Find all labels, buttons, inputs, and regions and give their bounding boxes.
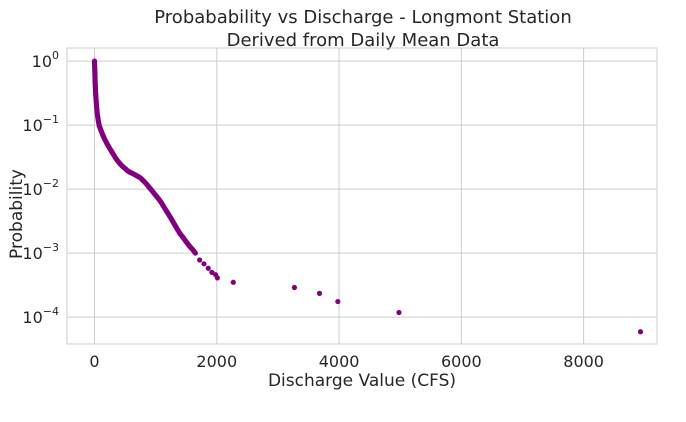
x-tick-label: 4000 — [319, 352, 360, 371]
data-point — [230, 279, 236, 285]
data-point — [192, 250, 198, 256]
data-point — [214, 275, 221, 281]
x-tick-label: 2000 — [196, 352, 237, 371]
x-tick-label: 0 — [89, 352, 99, 371]
data-point — [316, 290, 323, 296]
plot-frame — [66, 47, 658, 345]
data-point — [197, 257, 203, 263]
y-tick-label: 100 — [32, 49, 59, 71]
data-point — [396, 309, 402, 316]
data-point — [205, 265, 211, 271]
x-tick-labels: 0 2000 4000 6000 8000 — [89, 352, 604, 371]
data-point — [201, 261, 207, 267]
y-tick-label: 10−4 — [22, 305, 59, 327]
y-tick-labels: 100 10−1 10−2 10−3 10−4 — [22, 49, 59, 327]
chart-subtitle: Derived from Daily Mean Data — [227, 30, 500, 51]
data-points — [91, 58, 644, 335]
x-tick-label: 6000 — [441, 352, 482, 371]
y-tick-label: 10−3 — [22, 241, 59, 263]
y-tick-label: 10−1 — [22, 113, 59, 135]
grid-lines — [67, 48, 657, 344]
data-point — [291, 284, 298, 291]
x-axis-label: Discharge Value (CFS) — [268, 371, 456, 391]
data-point — [637, 329, 644, 335]
x-tick-label: 8000 — [563, 352, 604, 371]
data-point — [335, 298, 341, 305]
chart-title: Probabability vs Discharge - Longmont St… — [154, 7, 571, 28]
y-tick-label: 10−2 — [22, 177, 59, 199]
y-axis-label: Probability — [7, 169, 27, 259]
